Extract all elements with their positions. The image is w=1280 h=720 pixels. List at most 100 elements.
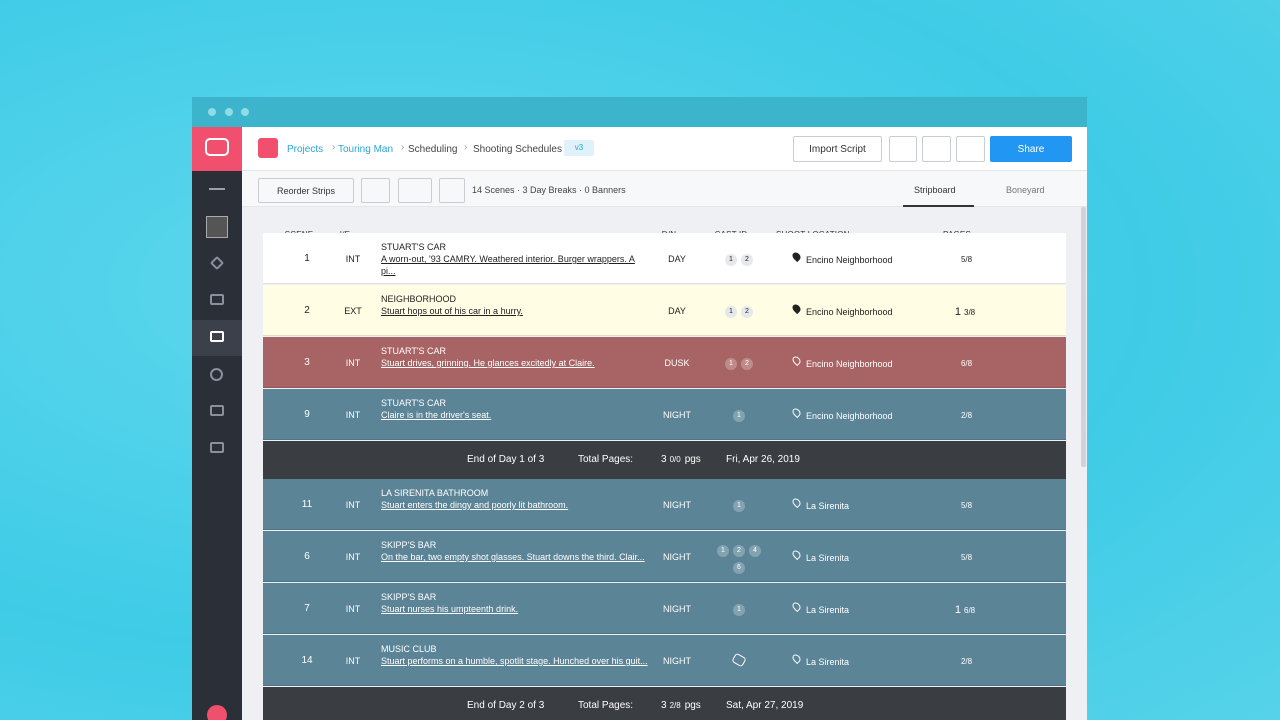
scene-strip[interactable]: 9 INT STUART'S CAR Claire is in the driver'… <box>263 389 1066 440</box>
add-cast-icon[interactable] <box>731 652 747 668</box>
day-night: NIGHT <box>663 604 691 614</box>
int-ext: INT <box>345 604 361 614</box>
scrollbar <box>1081 207 1086 467</box>
chat-icon[interactable] <box>207 705 227 720</box>
scene-strip[interactable]: 14 INT MUSIC CLUB Stuart performs on a humb… <box>263 635 1066 686</box>
add-break-button[interactable] <box>398 178 432 203</box>
pages: 3 2/8 pgs <box>661 700 701 711</box>
scene-description: On the bar, two empty shot glasses. Stua… <box>381 552 645 562</box>
location-pin <box>790 302 803 315</box>
scene-number: 11 <box>301 499 313 510</box>
settings-button[interactable] <box>439 178 465 203</box>
breadcrumb[interactable]: Shooting Schedules <box>473 144 562 155</box>
reorder-button[interactable]: Reorder Strips <box>258 178 354 203</box>
cast-id: 2 <box>741 306 753 318</box>
int-ext: INT <box>345 500 361 510</box>
shoot-location: La Sirenita <box>806 657 850 667</box>
int-ext: INT <box>345 254 361 264</box>
cast-id: 6 <box>733 562 745 574</box>
pages-whole: 3 <box>661 454 667 465</box>
location-pin <box>790 600 803 613</box>
total-label: Total Pages: <box>578 454 634 465</box>
scene-number: 9 <box>304 409 310 420</box>
breadcrumb[interactable]: Touring Man <box>338 144 394 155</box>
book-icon[interactable] <box>210 442 224 453</box>
day-night: NIGHT <box>663 410 691 420</box>
shoot-location: La Sirenita <box>806 553 850 563</box>
avatar[interactable] <box>206 216 228 238</box>
logo[interactable] <box>192 127 242 171</box>
scene-setting: STUART'S CAR <box>381 242 447 252</box>
reel-icon[interactable] <box>210 368 223 381</box>
shoot-location: Encino Neighborhood <box>806 307 893 317</box>
day-date: Sat, Apr 27, 2019 <box>726 700 804 711</box>
tab[interactable]: Boneyard <box>1006 185 1045 195</box>
window-dot <box>225 108 233 116</box>
pages-fraction: 5/8 <box>960 255 973 264</box>
pages-unit: pgs <box>684 454 701 465</box>
scene-description: Stuart nurses his umpteenth drink. <box>381 604 519 614</box>
pages: 2/8 <box>958 410 972 420</box>
pages: 5/8 <box>958 254 972 264</box>
day-night: DUSK <box>664 358 690 368</box>
scene-strip[interactable]: 1 INT STUART'S CAR A worn-out, '93 CAMRY. W… <box>263 233 1066 284</box>
summary: 14 Scenes · 3 Day Breaks · 0 Banners <box>472 185 626 195</box>
int-ext: INT <box>345 552 361 562</box>
comments-button[interactable] <box>956 136 985 162</box>
day-night: DAY <box>668 254 686 264</box>
scene-setting: NEIGHBORHOOD <box>381 294 457 304</box>
back-icon[interactable] <box>209 188 225 190</box>
scene-strip[interactable]: 3 INT STUART'S CAR Stuart drives, grinning.… <box>263 337 1066 388</box>
board-icon[interactable] <box>210 294 224 305</box>
scene-strip[interactable]: 11 INT LA SIRENITA BATHROOM Stuart enters t… <box>263 479 1066 530</box>
pages-unit: pgs <box>684 700 701 711</box>
int-ext: EXT <box>344 306 362 316</box>
total-label: Total Pages: <box>578 700 634 711</box>
scene-number: 1 <box>304 253 310 264</box>
pages-fraction: 2/8 <box>669 701 681 710</box>
day-break: End of Day 2 of 3 Total Pages: 3 2/8 pgs Sat,… <box>263 687 1066 720</box>
breadcrumb[interactable]: Scheduling <box>408 144 458 155</box>
cast-ids: 1 <box>709 601 769 618</box>
cast-id: 1 <box>733 500 745 512</box>
toolbar: Reorder Strips 14 Scenes · 3 Day Breaks … <box>242 171 1087 207</box>
window-dot <box>208 108 216 116</box>
more-button[interactable] <box>922 136 951 162</box>
pages-whole: 1 <box>954 604 961 616</box>
share-button[interactable]: Share <box>990 136 1072 162</box>
sort-button[interactable] <box>361 178 390 203</box>
scene-strip[interactable]: 6 INT SKIPP'S BAR On the bar, two empty sho… <box>263 531 1066 582</box>
pages: 1 3/8 <box>955 306 975 318</box>
import-button[interactable]: Import Script <box>793 136 882 162</box>
day-break-label: End of Day 2 of 3 <box>467 700 545 711</box>
cast-id: 2 <box>741 358 753 370</box>
day-night: DAY <box>668 306 686 316</box>
tab[interactable]: Stripboard <box>914 185 956 195</box>
location-pin <box>790 406 803 419</box>
cast-id: 2 <box>733 545 745 557</box>
scene-setting: SKIPP'S BAR <box>381 540 437 550</box>
cast-ids: 1 <box>709 407 769 424</box>
print-button[interactable] <box>889 136 917 162</box>
settings-icon[interactable] <box>210 405 224 416</box>
day-night: NIGHT <box>663 552 691 562</box>
active-nav[interactable] <box>192 320 242 356</box>
shoot-location: La Sirenita <box>806 605 850 615</box>
scene-strip[interactable]: 2 EXT NEIGHBORHOOD Stuart hops out of his c… <box>263 285 1066 336</box>
location-pin <box>790 354 803 367</box>
location-pin <box>790 652 803 665</box>
scene-strip[interactable]: 7 INT SKIPP'S BAR Stuart nurses his umpteen… <box>263 583 1066 634</box>
shoot-location: Encino Neighborhood <box>806 411 893 421</box>
day-night: NIGHT <box>663 500 691 510</box>
breadcrumb[interactable]: Projects <box>287 144 324 155</box>
edit-icon[interactable] <box>209 255 225 271</box>
location-pin <box>790 250 803 263</box>
app-window: Projects Touring Man Scheduling Shooting… <box>192 97 1087 720</box>
scene-setting: LA SIRENITA BATHROOM <box>381 488 489 498</box>
version-select[interactable]: v3 <box>564 140 594 156</box>
cast-id: 1 <box>725 306 737 318</box>
scene-description: Claire is in the driver's seat. <box>381 410 492 420</box>
sidebar <box>192 127 242 720</box>
